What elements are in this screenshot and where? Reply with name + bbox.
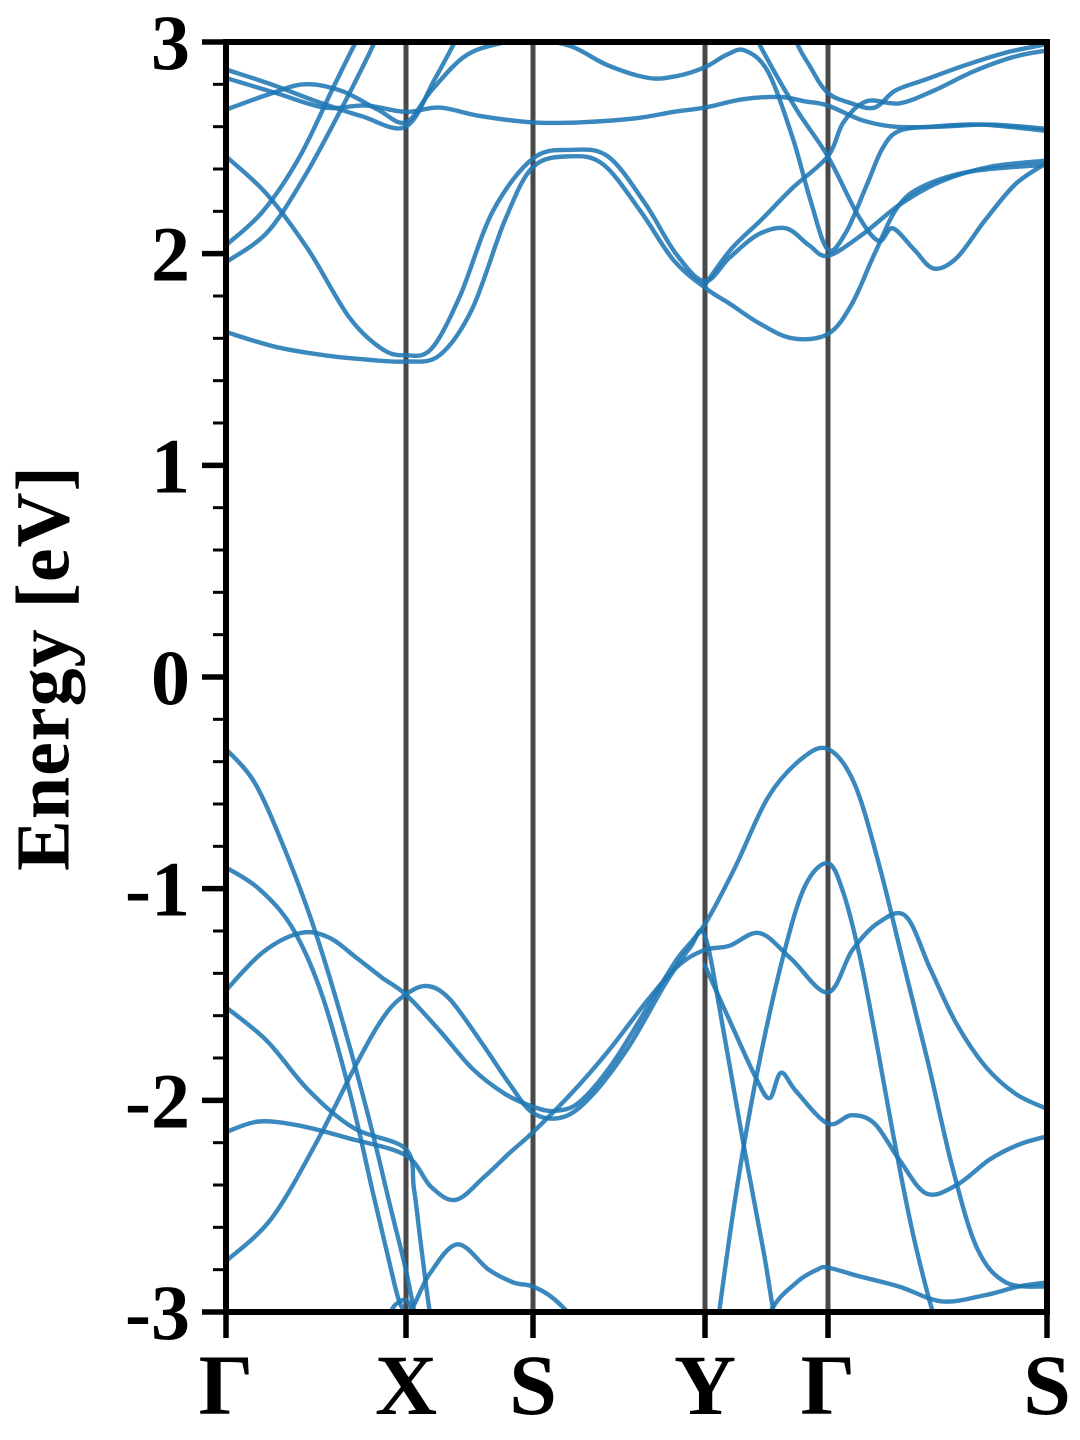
band-line-conduction-6-riser — [226, 42, 359, 248]
band-line-valence-5-wavy — [226, 910, 1047, 1203]
band-line-valence-9-bottom — [767, 1264, 1047, 1312]
energy-bands — [226, 42, 1047, 1312]
band-line-conduction-9 — [702, 48, 1047, 288]
band-line-valence-1 — [226, 746, 417, 1312]
plot-frame — [223, 39, 1050, 1315]
band-line-valence-4 — [226, 1005, 432, 1312]
y-tick-label-3: 3 — [151, 0, 190, 86]
y-axis-label: Energy [eV] — [1, 465, 86, 871]
band-line-conduction-3-plateau — [226, 42, 1047, 253]
x-axis-label-S-5: S — [1023, 1337, 1071, 1433]
x-axis-label-S-2: S — [509, 1337, 557, 1433]
x-axis-label-X-1: X — [375, 1337, 437, 1433]
y-tick-label-1: 1 — [151, 422, 190, 509]
y-tick-label--2: -2 — [125, 1057, 190, 1144]
band-line-valence-3-vbm — [226, 745, 1047, 1289]
band-line-valence-10-xbump — [388, 1297, 416, 1312]
band-line-conduction-5-cbm — [226, 153, 1047, 364]
band-line-valence-8-peak — [716, 861, 936, 1312]
band-line-conduction-7-riser — [226, 42, 377, 265]
y-tick-label-0: 0 — [151, 634, 190, 721]
y-tick-label--3: -3 — [125, 1269, 190, 1356]
x-axis-label-Γ-4: Γ — [801, 1337, 856, 1433]
band-line-conduction-1 — [226, 42, 1047, 271]
band-line-valence-7-w — [702, 962, 1047, 1197]
y-tick-label--1: -1 — [125, 846, 190, 933]
band-line-conduction-4-dome — [226, 147, 1047, 359]
x-axis-label-Γ-0: Γ — [199, 1337, 254, 1433]
axes — [223, 39, 1050, 1315]
band-line-conduction-8-kink — [794, 42, 1047, 111]
tick-marks — [202, 39, 1050, 1338]
x-axis-label-Y-3: Y — [674, 1337, 736, 1433]
band-line-conduction-2-flat — [226, 75, 1047, 131]
y-tick-label-2: 2 — [151, 211, 190, 298]
